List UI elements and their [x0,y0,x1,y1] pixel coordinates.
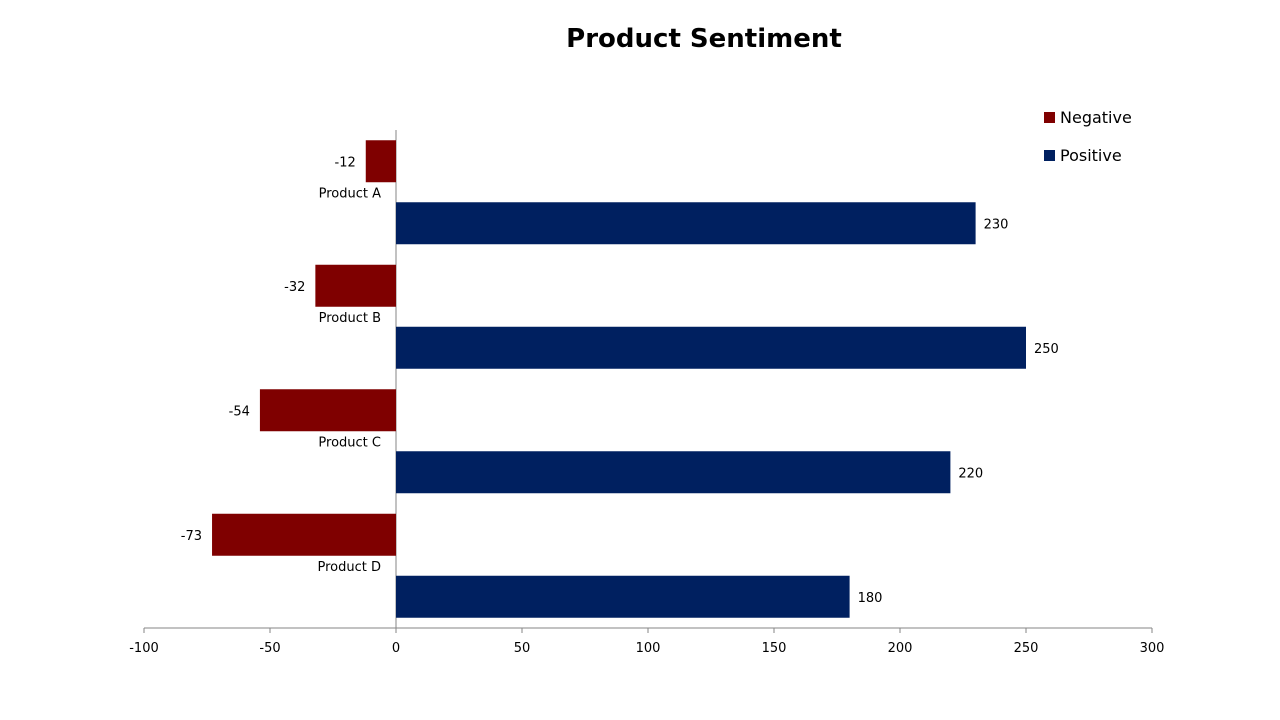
bar-negative-product-b [315,264,396,307]
bar-negative-product-c [259,389,396,432]
x-tick-label: -50 [259,641,280,656]
bar-positive-product-d [396,575,850,618]
data-label-positive-product-a: 230 [984,217,1009,232]
x-tick-label: 300 [1140,641,1165,656]
data-labels: Product A -12 230 Product B -32 250 Product C -… [181,155,1059,606]
category-label-product-b: Product B [319,311,381,326]
x-tick-label: 0 [392,641,400,656]
legend-swatch-positive [1044,150,1055,161]
bar-positive-product-b [396,326,1026,369]
bar-positive-product-c [396,451,951,494]
data-label-positive-product-d: 180 [858,591,883,606]
bar-negative-product-d [212,513,396,556]
legend: Negative Positive [1044,108,1132,165]
data-label-negative-product-a: -12 [335,155,356,170]
category-label-product-c: Product C [318,435,381,450]
category-label-product-d: Product D [317,560,381,575]
legend-label-positive: Positive [1060,146,1122,165]
data-label-positive-product-b: 250 [1034,342,1059,357]
x-tick-label: -100 [129,641,159,656]
data-label-negative-product-d: -73 [181,529,202,544]
category-label-product-a: Product A [319,186,381,201]
bar-negative-product-a [365,140,396,183]
data-label-positive-product-c: 220 [958,466,983,481]
legend-label-negative: Negative [1060,108,1132,127]
x-tick-label: 50 [514,641,531,656]
data-label-negative-product-b: -32 [284,280,305,295]
x-tick-label: 200 [888,641,913,656]
bar-positive-product-a [396,202,976,245]
x-tick-label: 100 [636,641,661,656]
x-tick-label: 150 [762,641,787,656]
chart-title: Product Sentiment [566,24,842,54]
x-tick-label: 250 [1014,641,1039,656]
data-label-negative-product-c: -54 [229,404,250,419]
legend-swatch-negative [1044,112,1055,123]
bars [212,140,1026,618]
